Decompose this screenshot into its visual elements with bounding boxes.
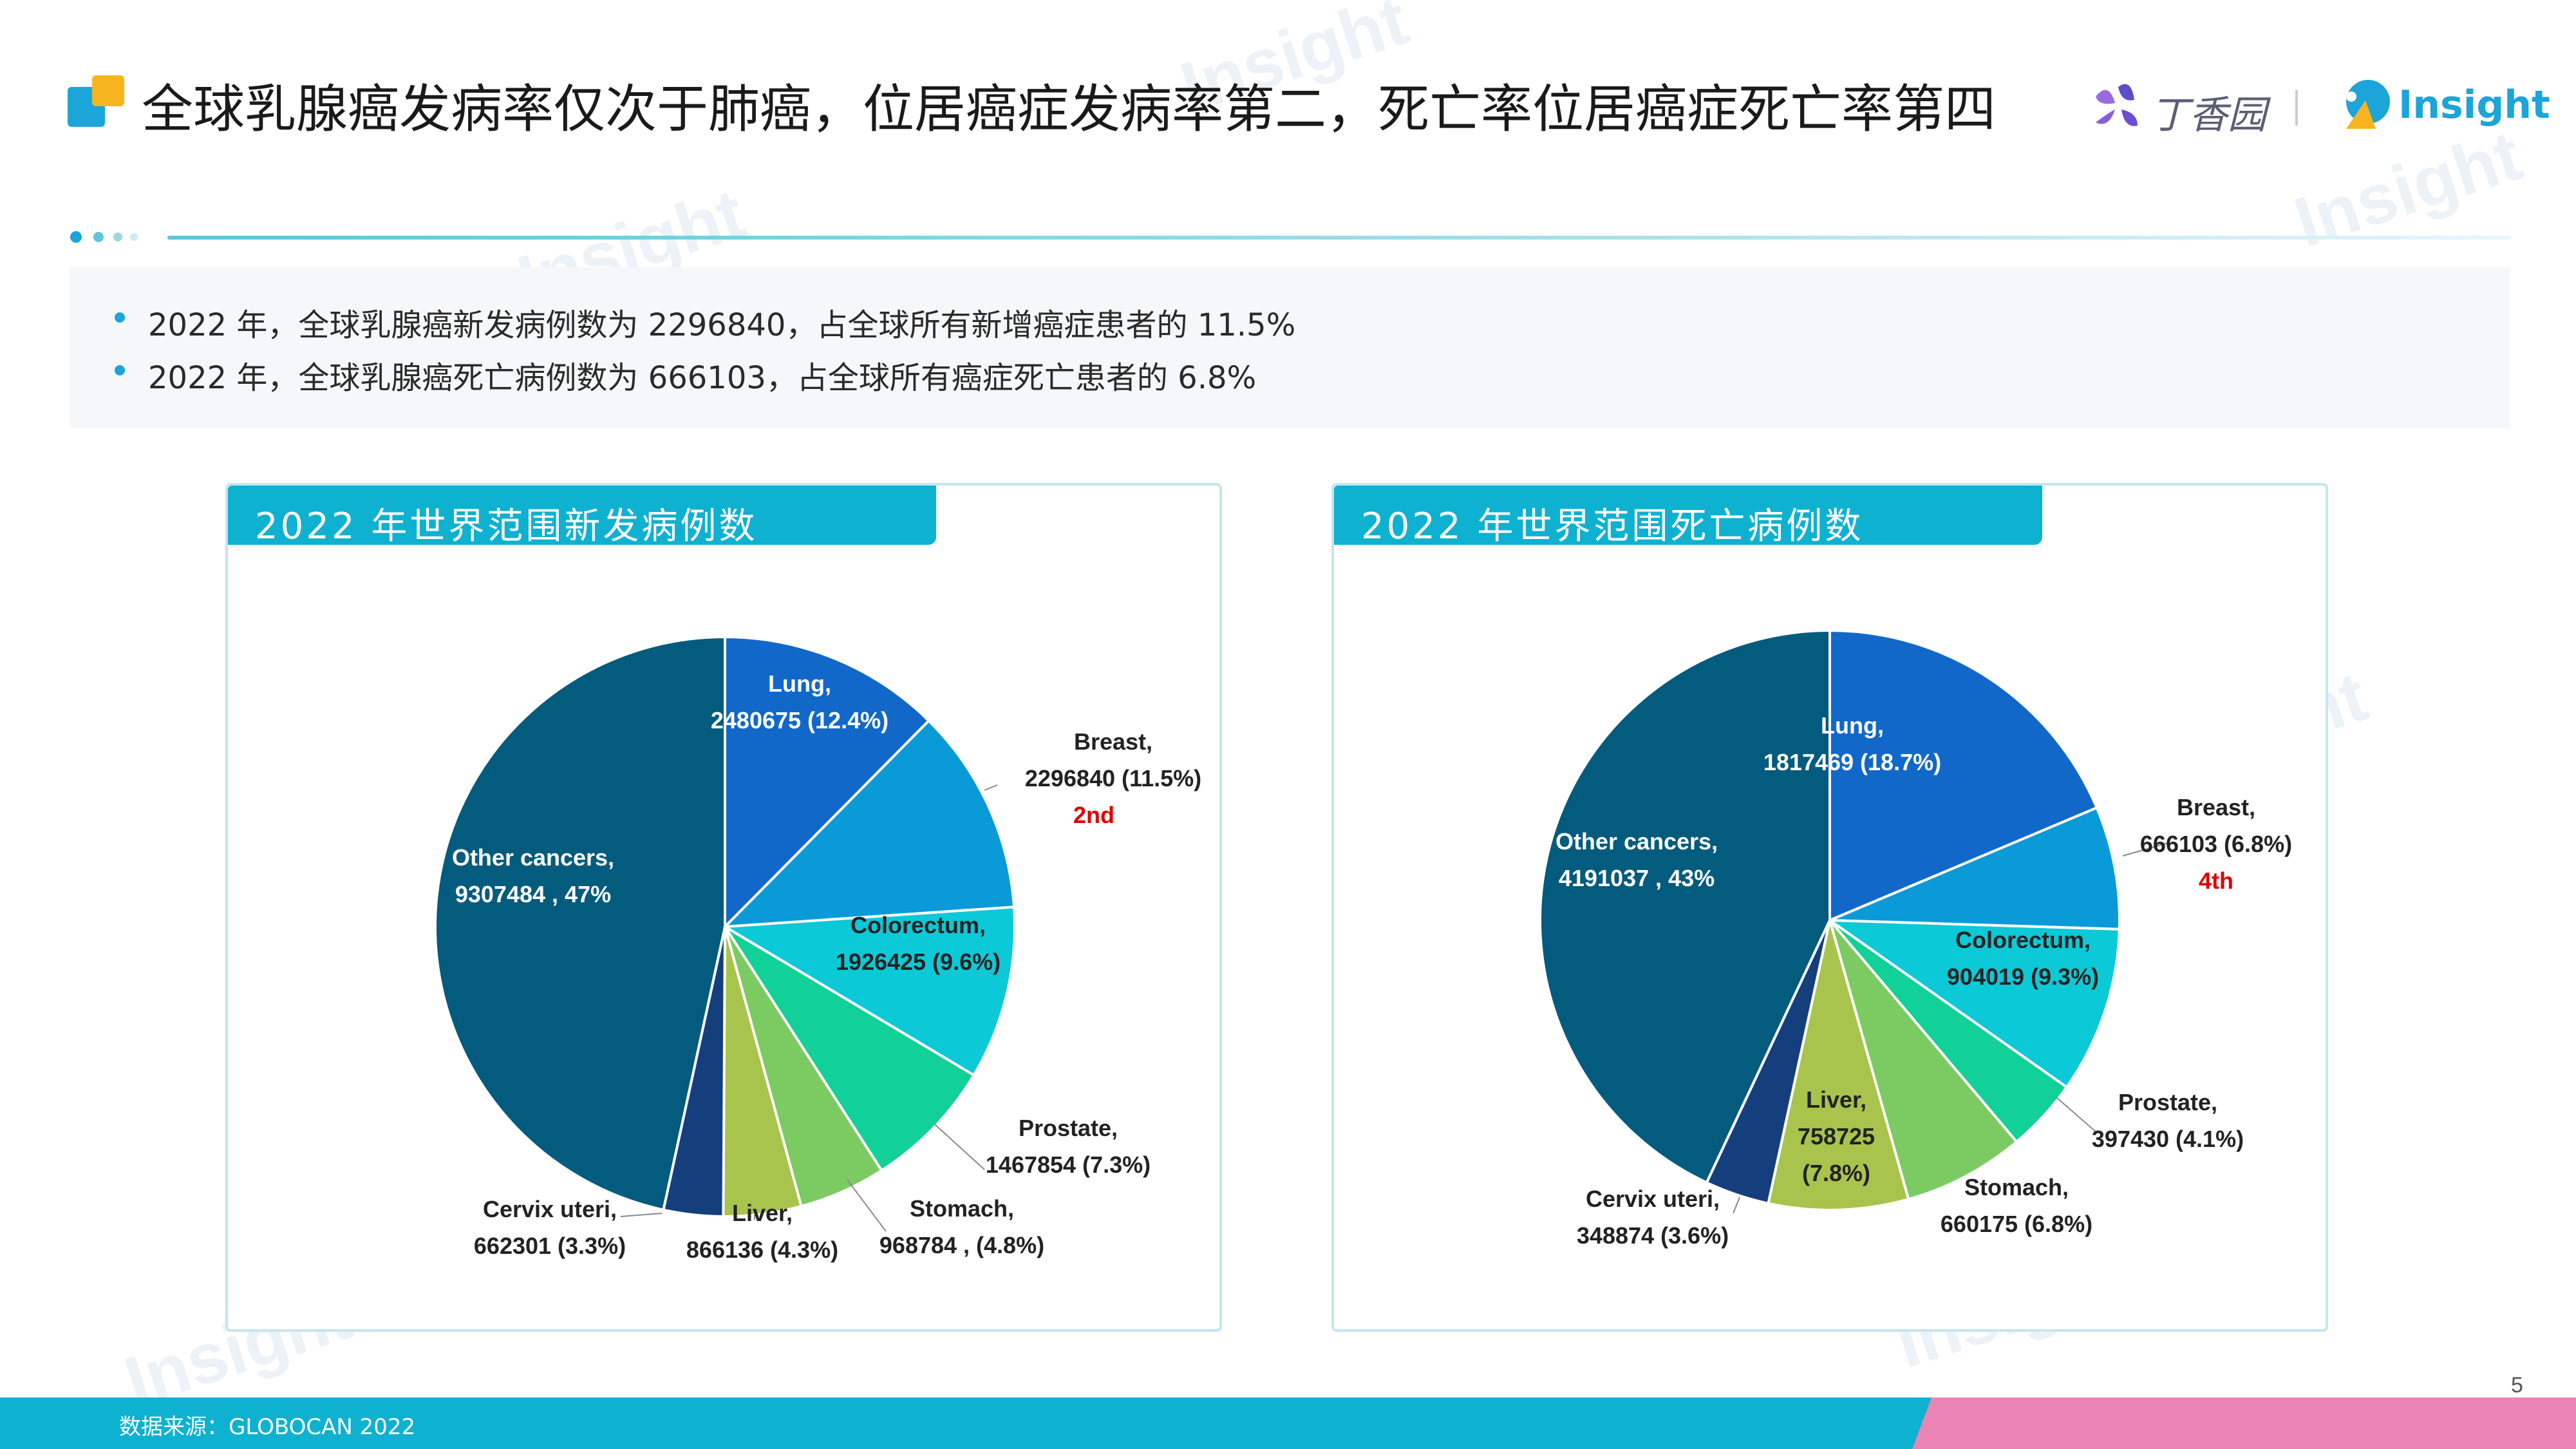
page-title: 全球乳腺癌发病率仅次于肺癌，位居癌症发病率第二，死亡率位居癌症死亡率第四 xyxy=(142,79,1996,139)
pie-slice-colorectum xyxy=(720,905,1016,1077)
pie-slice-colorectum xyxy=(1825,918,2121,1089)
leader-line xyxy=(2122,842,2168,857)
slice-label: Breast, xyxy=(2177,794,2255,820)
slice-label: 9307484 , 47% xyxy=(455,881,611,907)
divider-line xyxy=(167,236,2511,240)
slice-label: Stomach, xyxy=(910,1195,1014,1222)
slice-label: Colorectum, xyxy=(851,912,986,938)
leader-line xyxy=(2056,1097,2098,1133)
slice-label: Liver, xyxy=(1806,1086,1866,1113)
panel-header: 2022 年世界范围新发病例数 xyxy=(228,486,936,547)
summary-box xyxy=(70,267,2510,428)
slice-label: Prostate, xyxy=(1019,1115,1118,1141)
data-source: 数据来源：GLOBOCAN 2022 xyxy=(119,1414,416,1440)
mortality-panel: 2022 年世界范围死亡病例数 Lung, 1817469 (18.7%) Brea… xyxy=(1331,483,2328,1332)
pie-slice-lung xyxy=(1829,629,2099,923)
slice-label: Liver, xyxy=(732,1200,793,1226)
rank-label: 4th xyxy=(2199,867,2233,894)
panel-header: 2022 年世界范围死亡病例数 xyxy=(1334,486,2042,547)
leader-line xyxy=(847,1179,887,1232)
rank-label: 2nd xyxy=(1073,802,1114,828)
slice-label: 904019 (9.3%) xyxy=(1947,963,2099,990)
pie-slice-other-cancers xyxy=(434,635,726,1212)
pie-slice-prostate xyxy=(724,925,976,1173)
slice-label: 866136 (4.3%) xyxy=(686,1236,838,1263)
slice-label: Stomach, xyxy=(1964,1174,2069,1200)
insight-logo-icon xyxy=(2346,80,2390,129)
divider-dots xyxy=(70,231,138,243)
slice-label: (7.8%) xyxy=(1802,1160,1870,1186)
slice-label: Cervix uteri, xyxy=(483,1196,617,1222)
slice-label: 4191037 , 43% xyxy=(1559,865,1715,891)
slice-label: 660175 (6.8%) xyxy=(1941,1211,2092,1237)
slice-label: Colorectum, xyxy=(1955,927,2091,953)
leader-line xyxy=(1733,1197,1740,1214)
summary-bullet: 2022 年，全球乳腺癌新发病例数为 2296840，占全球所有新增癌症患者的 … xyxy=(114,299,1295,345)
slice-label: Prostate, xyxy=(2118,1089,2217,1115)
slice-label: 662301 (3.3%) xyxy=(474,1233,626,1259)
leader-line xyxy=(620,1213,663,1217)
panel-title: 2022 年世界范围新发病例数 xyxy=(255,506,758,547)
incidence-pie-chart: Lung, 2480675 (12.4%) Breast, 2296840 (11.5… xyxy=(434,635,1201,1263)
dxy-logo-icon xyxy=(2096,84,2138,126)
slice-label: Lung, xyxy=(768,670,831,697)
slice-label: 2296840 (11.5%) xyxy=(1025,765,1201,791)
pie-slice-breast xyxy=(721,719,1016,929)
slice-label: 968784 , (4.8%) xyxy=(879,1232,1044,1258)
footer-bar: 数据来源：GLOBOCAN 2022 xyxy=(0,1397,2576,1449)
leader-line xyxy=(934,1124,985,1170)
dxy-brand-text: 丁香园 xyxy=(2150,93,2266,138)
slice-label: 1926425 (9.6%) xyxy=(836,949,1001,975)
pie-slice-liver xyxy=(1767,920,1910,1211)
slice-label: Other cancers, xyxy=(1556,828,1718,855)
incidence-panel: 2022 年世界范围新发病例数 Lung, 2480675 (12.4%) Brea… xyxy=(225,483,1222,1332)
slice-label: 666103 (6.8%) xyxy=(2140,831,2292,857)
leader-line xyxy=(984,784,998,791)
slice-label: 758725 xyxy=(1798,1123,1875,1150)
slice-label: 2480675 (12.4%) xyxy=(711,707,888,734)
pie-slice-lung xyxy=(724,635,931,930)
slice-label: 1817469 (18.7%) xyxy=(1763,749,1941,775)
slice-label: 397430 (4.1%) xyxy=(2092,1126,2244,1152)
summary-bullet: 2022 年，全球乳腺癌死亡病例数为 666103，占全球所有癌症死亡患者的 6… xyxy=(114,352,1256,397)
slice-label: Other cancers, xyxy=(452,844,614,871)
page-number: 5 xyxy=(2511,1373,2523,1397)
slice-label: Cervix uteri, xyxy=(1586,1186,1720,1212)
slice-label: Breast, xyxy=(1074,728,1152,755)
watermark: Insight xyxy=(2285,115,2531,263)
insight-brand-text: Insight xyxy=(2398,82,2550,128)
slice-label: 1467854 (7.3%) xyxy=(986,1151,1151,1178)
title-logo-icon xyxy=(68,75,124,127)
pie-slice-breast xyxy=(1829,806,2121,931)
footer-accent: 数据来源：GLOBOCAN 2022 xyxy=(0,1397,1932,1449)
brand-separator xyxy=(2295,90,2298,126)
pie-slice-other-cancers xyxy=(1539,629,1831,1184)
pie-slice-stomach xyxy=(1829,919,2019,1201)
slice-label: Lung, xyxy=(1821,712,1884,739)
panel-title: 2022 年世界范围死亡病例数 xyxy=(1361,506,1864,547)
mortality-pie-chart: Lung, 1817469 (18.7%) Breast, 666103 (6.8%)… xyxy=(1539,629,2292,1249)
slice-label: 348874 (3.6%) xyxy=(1577,1222,1729,1249)
